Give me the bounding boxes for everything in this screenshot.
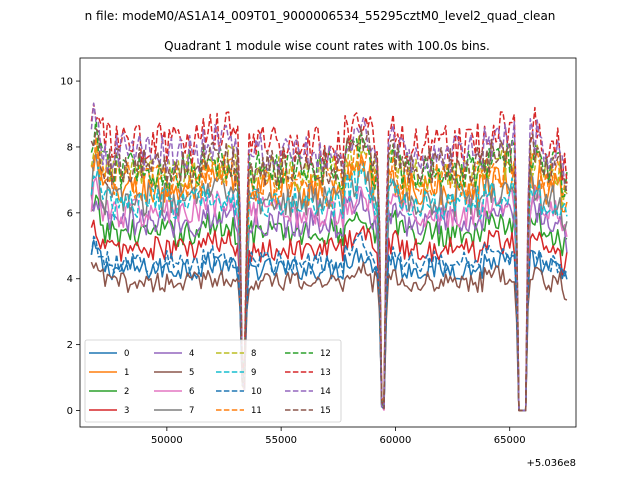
series-line-9 — [90, 164, 568, 412]
series-layer — [90, 102, 568, 412]
legend-label-2: 2 — [124, 387, 129, 397]
legend-label-8: 8 — [251, 349, 256, 359]
legend-label-14: 14 — [320, 387, 331, 397]
series-line-4 — [90, 189, 568, 412]
series-line-3 — [90, 219, 568, 412]
legend-label-5: 5 — [189, 368, 194, 378]
series-line-10 — [90, 232, 568, 412]
legend-label-10: 10 — [251, 387, 262, 397]
x-axis-ticks: 50000 55000 60000 65000 — [151, 427, 526, 446]
legend-label-1: 1 — [124, 368, 129, 378]
legend-label-7: 7 — [189, 406, 194, 416]
series-line-2 — [90, 194, 568, 412]
legend-label-15: 15 — [320, 406, 331, 416]
legend-label-13: 13 — [320, 368, 331, 378]
x-tick-label: 50000 — [151, 435, 183, 446]
x-offset-label: +5.036e8 — [526, 458, 576, 469]
y-tick-label: 6 — [67, 208, 73, 219]
series-line-8 — [90, 134, 568, 412]
series-line-15 — [90, 126, 568, 412]
y-tick-label: 10 — [60, 77, 73, 88]
y-tick-label: 8 — [67, 142, 73, 153]
legend-label-6: 6 — [189, 387, 194, 397]
y-tick-label: 4 — [67, 274, 73, 285]
plot-frame — [79, 57, 577, 428]
y-tick-label: 2 — [67, 340, 73, 351]
series-line-5 — [90, 261, 568, 412]
legend-label-9: 9 — [251, 368, 256, 378]
legend-label-3: 3 — [124, 406, 129, 416]
figure-suptitle: n file: modeM0/AS1A14_009T01_9000006534_… — [85, 9, 556, 23]
legend-label-12: 12 — [320, 349, 331, 359]
y-tick-label: 0 — [67, 406, 73, 417]
legend-frame — [84, 339, 342, 423]
x-tick-label: 55000 — [265, 435, 297, 446]
x-tick-label: 65000 — [494, 435, 526, 446]
chart-title: Quadrant 1 module wise count rates with … — [164, 39, 490, 53]
x-tick-label: 60000 — [380, 435, 412, 446]
legend-label-11: 11 — [251, 406, 262, 416]
series-line-0 — [90, 239, 568, 412]
legend-label-0: 0 — [124, 349, 129, 359]
legend-label-4: 4 — [189, 349, 194, 359]
y-axis-ticks: 0 2 4 6 8 10 — [60, 77, 80, 417]
